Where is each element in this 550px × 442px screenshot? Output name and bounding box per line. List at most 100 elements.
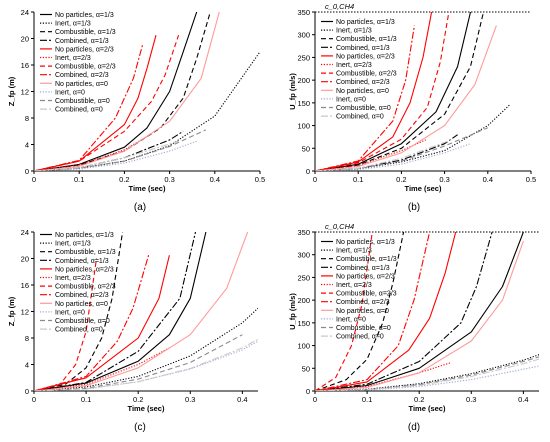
panel-label: (b) xyxy=(408,202,420,213)
x-tick-label: 0.4 xyxy=(237,395,247,404)
legend-entry: Combustible, α=0 xyxy=(336,325,391,332)
series-line-co23 xyxy=(315,12,450,171)
legend-entry: Combined, α=2/3 xyxy=(55,72,109,79)
x-tick-label: 0.1 xyxy=(81,395,91,404)
series-line-np23 xyxy=(34,255,170,391)
x-tick-label: 0.4 xyxy=(518,395,528,404)
y-tick-label: 24 xyxy=(21,8,29,17)
y-tick-label: 8 xyxy=(25,114,29,123)
series-line-np13 xyxy=(315,232,524,391)
series-group xyxy=(315,232,539,391)
legend-entry: No particles, α=0 xyxy=(55,301,108,308)
y-tick-label: 300 xyxy=(297,251,310,260)
legend-entry: No particles, α=1/3 xyxy=(55,232,114,239)
y-tick-label: 24 xyxy=(21,228,29,237)
series-line-cb13 xyxy=(315,232,493,391)
x-tick-label: 0.3 xyxy=(439,175,449,184)
y-tick-label: 250 xyxy=(297,53,310,62)
legend-entry: Inert, α=2/3 xyxy=(336,282,372,289)
reference-line-label: c_0,CH4 xyxy=(325,222,354,231)
series-line-co23 xyxy=(34,35,180,171)
y-tick-label: 20 xyxy=(21,255,29,264)
y-tick-label: 100 xyxy=(297,342,310,351)
legend-entry: Combustible, α=0 xyxy=(55,318,110,325)
legend-entry: No particles, α=0 xyxy=(336,308,389,315)
x-tick-label: 0.2 xyxy=(414,395,424,404)
y-tick-label: 150 xyxy=(297,99,310,108)
series-line-cb0 xyxy=(34,140,179,171)
series-group xyxy=(315,12,510,171)
y-tick-label: 4 xyxy=(25,141,29,150)
series-line-co13 xyxy=(34,232,124,391)
legend-entry: Inert, α=2/3 xyxy=(336,62,372,69)
x-axis-label: Time (sec) xyxy=(405,184,442,193)
series-line-np0 xyxy=(34,12,220,171)
legend-entry: Combustible, α=1/3 xyxy=(336,256,397,263)
series-line-co13 xyxy=(315,232,405,391)
x-axis-label: Time (sec) xyxy=(409,404,446,413)
y-tick-label: 16 xyxy=(21,61,29,70)
legend-entry: Combustible, α=0 xyxy=(336,105,391,112)
y-tick-label: 200 xyxy=(297,76,310,85)
y-tick-label: 12 xyxy=(21,88,29,97)
legend-entry: Combustible, α=2/3 xyxy=(55,284,116,291)
legend-entry: Combined, α=1/3 xyxy=(55,38,109,45)
x-tick-label: 0.4 xyxy=(483,175,493,184)
y-tick-label: 350 xyxy=(297,228,310,237)
series-line-cb13 xyxy=(34,232,197,391)
legend-entry: Combustible, α=1/3 xyxy=(55,249,116,256)
legend-entry: Inert, α=0 xyxy=(336,316,366,323)
y-axis-label: U_fp (m/s) xyxy=(288,293,297,330)
legend-entry: No particles, α=1/3 xyxy=(336,239,395,246)
series-line-in0 xyxy=(34,340,258,391)
series-line-cb0 xyxy=(315,358,539,391)
legend-entry: Inert, α=0 xyxy=(336,96,366,103)
legend-entry: Combustible, α=2/3 xyxy=(336,71,397,78)
y-tick-label: 50 xyxy=(302,144,310,153)
legend-entry: Combined, α=0 xyxy=(55,327,103,334)
series-group xyxy=(34,12,260,171)
series-line-np0 xyxy=(315,240,524,391)
x-tick-label: 0.1 xyxy=(353,175,363,184)
chart-panel-3: 0 0.1 0.2 0.3 0.4 0 50 100 150 200 250 300 350 Time (… xyxy=(288,222,539,433)
series-line-np13 xyxy=(315,12,472,171)
panel-label: (d) xyxy=(408,422,420,433)
chart-panel-1: 0 0.1 0.2 0.3 0.4 0.5 0 50 100 150 200 250 300 350 Tim… xyxy=(288,2,536,213)
series-line-cb23 xyxy=(315,25,415,171)
x-tick-label: 0.2 xyxy=(119,175,129,184)
y-tick-label: 0 xyxy=(306,387,310,396)
legend-entry: No particles, α=1/3 xyxy=(336,19,395,26)
series-line-cb0 xyxy=(34,338,258,391)
y-tick-label: 16 xyxy=(21,281,29,290)
series-group xyxy=(34,232,258,391)
legend-entry: Inert, α=2/3 xyxy=(55,55,91,62)
series-line-co23 xyxy=(315,232,373,391)
series-line-in0 xyxy=(34,140,197,171)
y-axis-label: U_fp (m/s) xyxy=(288,73,297,110)
y-axis-label: Z_fp (m) xyxy=(7,296,16,326)
x-tick-label: 0.2 xyxy=(396,175,406,184)
series-line-np23 xyxy=(34,35,157,171)
legend-entry: Combustible, α=2/3 xyxy=(336,291,397,298)
legend-entry: Combustible, α=2/3 xyxy=(55,64,116,71)
y-axis-label: Z_fp (m) xyxy=(7,76,16,106)
legend-entry: No particles, α=2/3 xyxy=(55,266,114,273)
legend-entry: Combustible, α=1/3 xyxy=(336,36,397,43)
legend-entry: Combined, α=0 xyxy=(55,107,103,114)
y-tick-label: 20 xyxy=(21,35,29,44)
series-line-in23 xyxy=(34,133,152,171)
legend-entry: Inert, α=1/3 xyxy=(336,248,372,255)
x-tick-label: 0.4 xyxy=(210,175,220,184)
series-line-cb0 xyxy=(315,138,454,171)
legend-entry: Inert, α=1/3 xyxy=(336,28,372,35)
series-line-co13 xyxy=(315,12,485,171)
legend-entry: Combined, α=2/3 xyxy=(336,299,390,306)
series-line-np23 xyxy=(315,232,457,391)
legend-entry: No particles, α=1/3 xyxy=(55,12,114,19)
reference-line-label: c_0,CH4 xyxy=(325,2,354,11)
y-tick-label: 4 xyxy=(25,361,29,370)
x-tick-label: 0.3 xyxy=(466,395,476,404)
legend-entry: No particles, α=2/3 xyxy=(336,53,395,60)
